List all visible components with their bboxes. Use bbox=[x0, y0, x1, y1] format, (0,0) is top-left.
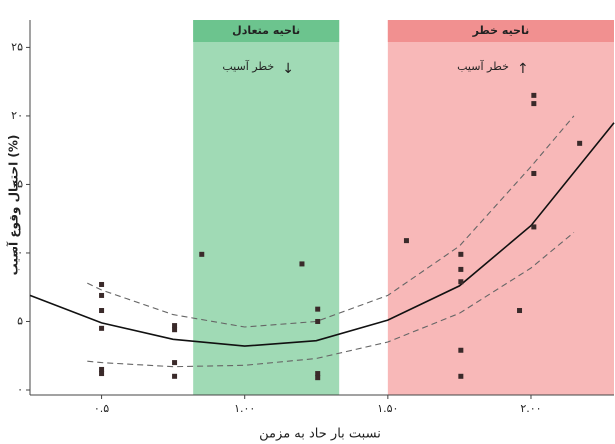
point bbox=[458, 279, 463, 284]
point bbox=[577, 141, 582, 146]
point bbox=[404, 238, 409, 243]
point bbox=[299, 261, 304, 266]
point bbox=[172, 360, 177, 365]
point bbox=[315, 319, 320, 324]
y-tick-label: ۵ bbox=[17, 314, 23, 327]
point bbox=[517, 308, 522, 313]
point bbox=[199, 252, 204, 257]
zone-sublabel: خطر آسیب bbox=[457, 59, 509, 73]
y-tick-label: ۲۵ bbox=[11, 40, 23, 53]
point bbox=[531, 224, 536, 229]
point bbox=[315, 375, 320, 380]
point bbox=[458, 252, 463, 257]
point bbox=[458, 348, 463, 353]
point bbox=[99, 326, 104, 331]
point bbox=[531, 171, 536, 176]
y-tick-label: ۰ bbox=[17, 383, 23, 396]
point bbox=[531, 101, 536, 106]
x-tick-label: ۱.۵۰ bbox=[377, 402, 398, 415]
point bbox=[99, 308, 104, 313]
point bbox=[458, 374, 463, 379]
zone-arrow: ↑ bbox=[517, 61, 529, 77]
point bbox=[458, 267, 463, 272]
x-tick-label: ۱.۰۰ bbox=[234, 402, 255, 415]
y-tick-label: ۱۰ bbox=[11, 246, 23, 259]
y-tick-label: ۲۰ bbox=[11, 109, 23, 122]
zone bbox=[193, 20, 339, 395]
zone bbox=[388, 20, 614, 395]
point bbox=[315, 307, 320, 312]
x-tick-label: ۲.۰۰ bbox=[520, 402, 541, 415]
point bbox=[99, 293, 104, 298]
point bbox=[531, 93, 536, 98]
zone-arrow: ↓ bbox=[282, 61, 294, 77]
chart: نسبت بار حاد به مزمن احتمال وقوع آسیب (%… bbox=[0, 0, 615, 444]
point bbox=[99, 282, 104, 287]
x-tick-label: ۰.۵ bbox=[94, 402, 109, 415]
y-tick-label: ۱۵ bbox=[11, 177, 23, 190]
zone-label: ناحیه خطر bbox=[472, 24, 530, 37]
point bbox=[172, 374, 177, 379]
point bbox=[172, 327, 177, 332]
point bbox=[99, 371, 104, 376]
zone-sublabel: خطر آسیب bbox=[222, 59, 274, 73]
x-axis-label: نسبت بار حاد به مزمن bbox=[259, 427, 381, 442]
zone-label: ناحیه متعادل bbox=[232, 24, 300, 37]
